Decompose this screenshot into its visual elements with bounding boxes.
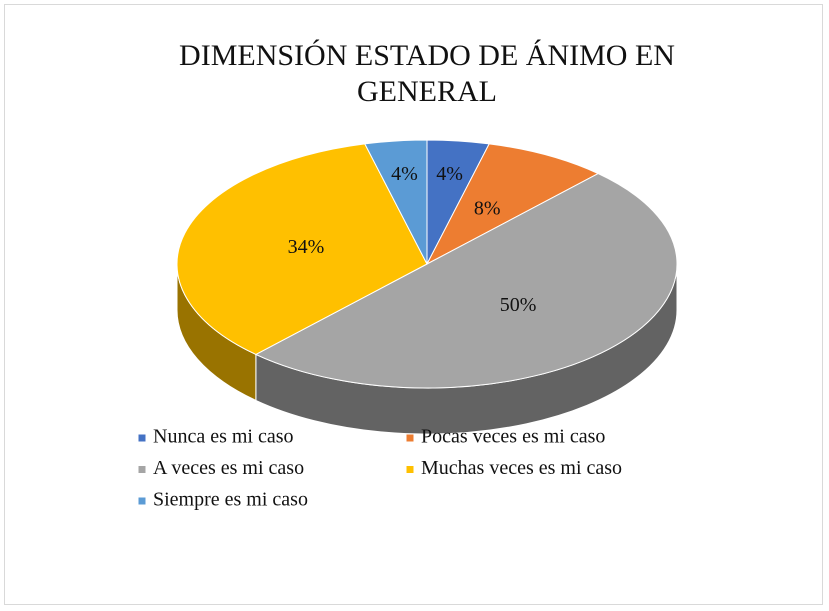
legend-label: A veces es mi caso bbox=[153, 457, 304, 479]
pie-slice bbox=[254, 173, 678, 389]
legend-swatch bbox=[406, 434, 414, 442]
chart-title: DIMENSIÓN ESTADO DE ÁNIMO EN GENERAL bbox=[179, 39, 675, 108]
pie-slice bbox=[364, 139, 428, 265]
data-label: 4% bbox=[436, 163, 463, 185]
legend-swatch bbox=[138, 434, 146, 442]
data-label: 50% bbox=[500, 294, 537, 316]
data-label: 4% bbox=[391, 163, 418, 185]
legend-label: Pocas veces es mi caso bbox=[421, 426, 605, 448]
legend-swatch bbox=[406, 466, 414, 473]
pie-slice bbox=[176, 143, 428, 355]
legend-label: Muchas veces es mi caso bbox=[421, 457, 622, 479]
legend-label: Nunca es mi caso bbox=[153, 426, 294, 448]
legend-swatch bbox=[138, 497, 146, 505]
legend-label: Siempre es mi caso bbox=[153, 489, 308, 511]
pie-slice bbox=[425, 143, 600, 266]
data-label: 34% bbox=[288, 236, 325, 258]
data-label: 8% bbox=[474, 197, 501, 219]
chart-frame bbox=[4, 4, 823, 605]
legend-swatch bbox=[138, 466, 146, 473]
